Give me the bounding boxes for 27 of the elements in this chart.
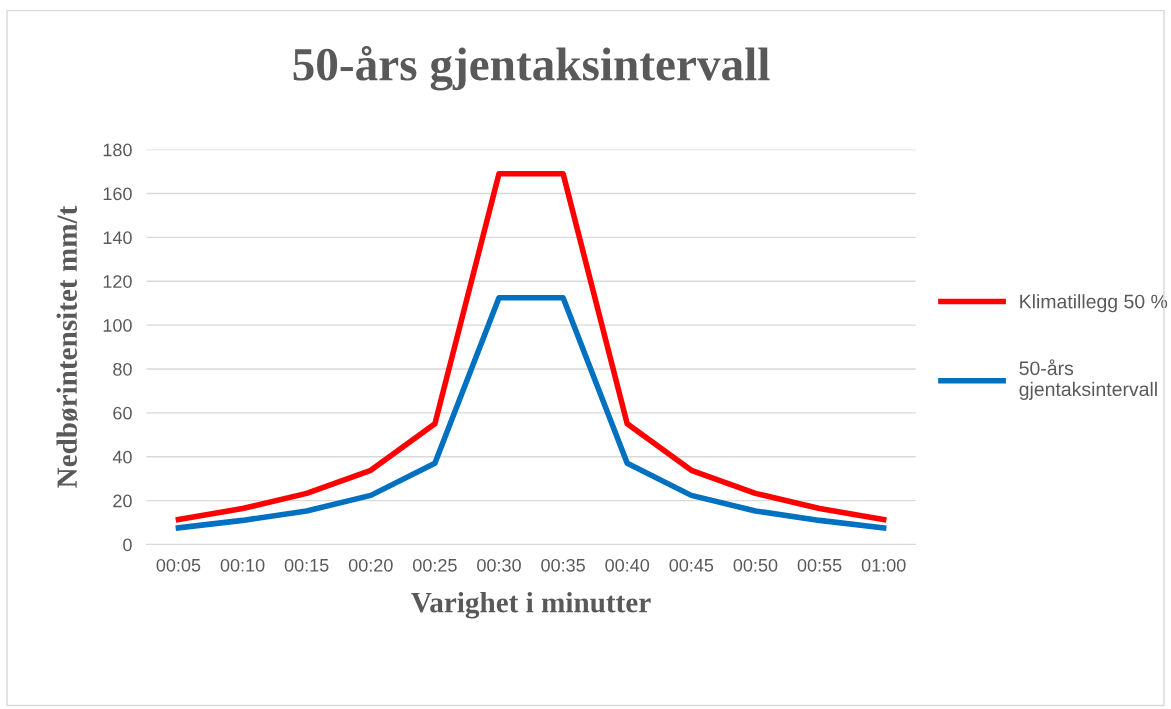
x-tick-label: 00:40 — [605, 558, 650, 572]
x-tick-label: 00:35 — [541, 558, 585, 572]
y-tick-label: 160 — [103, 187, 132, 201]
x-tick-label: 00:20 — [348, 558, 393, 572]
x-tick-label: 00:15 — [284, 558, 329, 572]
x-tick-label: 00:05 — [156, 558, 201, 572]
y-tick-label: 60 — [113, 406, 132, 420]
x-tick-label: 00:10 — [220, 558, 265, 572]
y-tick-label: 100 — [103, 319, 132, 332]
y-axis-title: Nedbørintensitet mm/t — [56, 205, 78, 488]
y-tick-label: 40 — [112, 450, 132, 464]
x-tick-label: 00:25 — [413, 558, 457, 572]
legend-label: Klimatillegg 50 % — [1020, 294, 1168, 313]
x-axis-title: Varighet i minutter — [411, 591, 651, 619]
x-tick-label: 00:55 — [797, 558, 842, 572]
x-tick-label: 00:50 — [733, 558, 778, 572]
x-tick-label: 00:30 — [477, 558, 521, 572]
y-tick-label: 20 — [113, 494, 132, 508]
x-tick-label: 00:45 — [669, 558, 714, 572]
y-tick-label: 180 — [103, 143, 132, 157]
x-tick-label: 01:00 — [861, 558, 906, 572]
y-tick-label: 140 — [103, 231, 132, 245]
y-tick-label: 120 — [103, 275, 132, 288]
y-tick-label: 80 — [113, 362, 132, 376]
chart-title: 50-års gjentaksintervall — [293, 45, 770, 91]
legend-label: 50-års gjentaksintervall — [1019, 359, 1157, 400]
y-tick-label: 0 — [123, 538, 132, 552]
